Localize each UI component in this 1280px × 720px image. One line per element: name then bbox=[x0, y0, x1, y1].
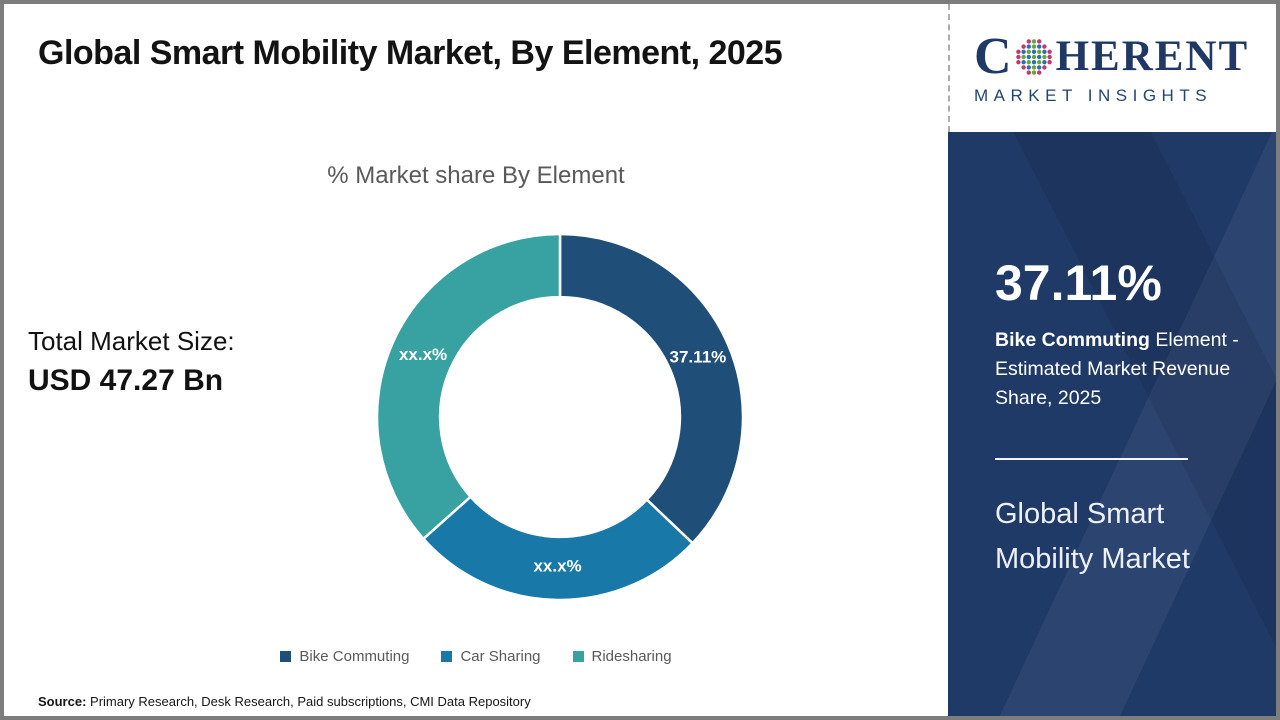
donut-label-bike-commuting: 37.11% bbox=[670, 347, 727, 366]
stat-description: Bike Commuting Element - Estimated Marke… bbox=[995, 326, 1259, 413]
stat-value: 37.11% bbox=[995, 255, 1162, 311]
legend-label: Ridesharing bbox=[591, 648, 672, 665]
legend-swatch-icon bbox=[572, 651, 584, 662]
legend-swatch-icon bbox=[280, 651, 292, 662]
page-title: Global Smart Mobility Market, By Element… bbox=[38, 34, 783, 72]
donut-label-ridesharing: xx.x% bbox=[399, 345, 447, 364]
donut-segment-car-sharing bbox=[421, 495, 695, 602]
total-market-size-label: Total Market Size: bbox=[28, 326, 235, 356]
legend-item-ridesharing: Ridesharing bbox=[572, 648, 672, 665]
logo-letter-c: C bbox=[974, 27, 1012, 85]
legend-swatch-icon bbox=[441, 651, 453, 662]
chart-legend: Bike Commuting Car Sharing Ridesharing bbox=[4, 648, 948, 665]
source-note: Source: Primary Research, Desk Research,… bbox=[38, 694, 531, 709]
brand-logo-panel: C HERENT MARKET INSIGHTS bbox=[948, 4, 1276, 132]
right-column: C HERENT MARKET INSIGHTS 37.11% Bike Com… bbox=[948, 4, 1276, 716]
logo-word-herent: HERENT bbox=[1055, 33, 1250, 80]
donut-segment-ridesharing bbox=[375, 232, 562, 541]
donut-label-car-sharing: xx.x% bbox=[533, 557, 581, 576]
sidebar-report-title: Global Smart Mobility Market bbox=[995, 498, 1190, 575]
total-market-size-value: USD 47.27 Bn bbox=[28, 364, 224, 397]
sidebar-panel: 37.11% Bike Commuting Element - Estimate… bbox=[948, 132, 1276, 716]
brand-logo: C HERENT bbox=[974, 27, 1250, 85]
total-market-size-block: Total Market Size: USD 47.27 Bn bbox=[28, 326, 235, 398]
logo-tagline: MARKET INSIGHTS bbox=[974, 85, 1213, 105]
donut-chart-svg: 37.11% xx.x% xx.x% bbox=[375, 232, 745, 602]
donut-chart: 37.11% xx.x% xx.x% bbox=[370, 227, 750, 607]
sidebar-divider bbox=[995, 458, 1188, 460]
source-text: Primary Research, Desk Research, Paid su… bbox=[86, 694, 531, 709]
stat-description-segment: Bike Commuting bbox=[995, 329, 1150, 351]
legend-item-car-sharing: Car Sharing bbox=[441, 648, 541, 665]
legend-item-bike-commuting: Bike Commuting bbox=[280, 648, 409, 665]
donut-segment-bike-commuting bbox=[558, 232, 745, 545]
legend-label: Car Sharing bbox=[460, 648, 541, 665]
globe-dots-icon bbox=[1015, 38, 1052, 75]
stat-description-rest: Element - Estimated Market Revenue Share… bbox=[995, 329, 1239, 409]
legend-label: Bike Commuting bbox=[299, 648, 410, 665]
chart-title: % Market share By Element bbox=[327, 162, 625, 189]
source-label: Source: bbox=[38, 694, 87, 709]
